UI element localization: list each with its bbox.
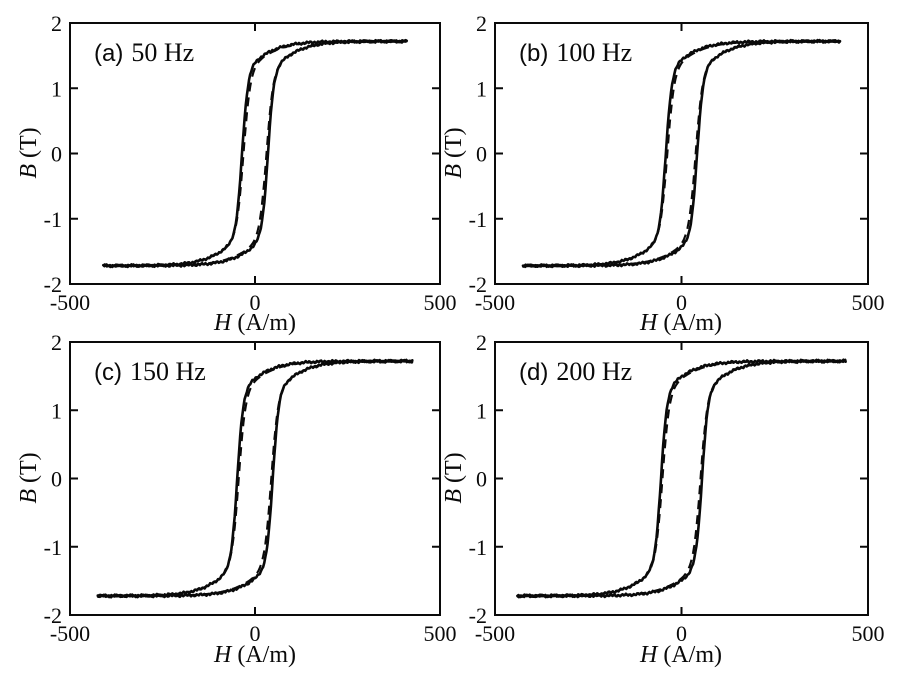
y-tick-label: 1 bbox=[51, 398, 62, 423]
y-tick-label: 1 bbox=[476, 76, 487, 101]
x-tick-label: 0 bbox=[250, 290, 261, 315]
panel-annotation: (b) 100 Hz bbox=[519, 38, 632, 67]
x-tick-label: 0 bbox=[676, 621, 687, 646]
x-axis-label: H (A/m) bbox=[639, 642, 722, 668]
panel-d-labels: (d) 200 Hz H (A/m) B(T) bbox=[441, 357, 722, 668]
x-tick-label: 500 bbox=[852, 621, 885, 646]
y-tick-label: -2 bbox=[469, 272, 487, 297]
panel-annotation: (a) 50 Hz bbox=[94, 38, 194, 67]
y-tick-label: 2 bbox=[476, 330, 487, 355]
x-tick-label: 0 bbox=[676, 290, 687, 315]
y-axis-label: B(T) bbox=[16, 452, 42, 503]
y-tick-label: -1 bbox=[44, 535, 62, 560]
x-tick-label: 500 bbox=[424, 621, 457, 646]
y-tick-label: 0 bbox=[476, 467, 487, 492]
loop-dashed-curve bbox=[516, 360, 847, 597]
x-tick-label: 0 bbox=[250, 621, 261, 646]
y-tick-label: -2 bbox=[44, 272, 62, 297]
y-axis-label: B(T) bbox=[441, 127, 467, 178]
y-tick-label: 2 bbox=[476, 11, 487, 36]
loop-dashed-curve bbox=[102, 40, 408, 267]
x-axis-label: H (A/m) bbox=[213, 642, 296, 668]
panel-d: -500 0 500 2 1 0 -1 -2 bbox=[469, 330, 885, 646]
plot-box bbox=[494, 341, 869, 616]
panel-b: -500 0 500 2 1 0 -1 -2 bbox=[469, 11, 885, 315]
y-tick-label: 0 bbox=[51, 467, 62, 492]
x-tick-label: -500 bbox=[475, 290, 515, 315]
x-tick-label: 500 bbox=[424, 290, 457, 315]
x-axis-label: H (A/m) bbox=[639, 310, 722, 336]
y-tick-label: -1 bbox=[44, 207, 62, 232]
y-tick-label: 1 bbox=[51, 76, 62, 101]
loop-dashed-curve bbox=[96, 360, 414, 597]
y-tick-label: 1 bbox=[476, 398, 487, 423]
x-tick-label: 500 bbox=[852, 290, 885, 315]
plot-box bbox=[69, 341, 441, 616]
loop-solid-curve bbox=[516, 358, 847, 599]
panel-annotation: (c) 150 Hz bbox=[94, 357, 206, 386]
y-tick-label: 2 bbox=[51, 11, 62, 36]
y-tick-label: -2 bbox=[469, 603, 487, 628]
loop-solid-curve bbox=[521, 38, 842, 269]
loop-dashed-curve bbox=[521, 40, 842, 267]
y-tick-label: 2 bbox=[51, 330, 62, 355]
y-axis-label: B(T) bbox=[16, 127, 42, 178]
x-tick-label: -500 bbox=[50, 290, 90, 315]
x-tick-label: -500 bbox=[50, 621, 90, 646]
y-tick-label: -1 bbox=[469, 207, 487, 232]
y-axis-label: B(T) bbox=[441, 452, 467, 503]
panel-c-labels: (c) 150 Hz H (A/m) B(T) bbox=[16, 357, 296, 668]
y-tick-label: -1 bbox=[469, 535, 487, 560]
panel-a: -500 0 500 2 1 0 -1 -2 bbox=[44, 11, 457, 315]
panel-a-labels: (a) 50 Hz H (A/m) B(T) bbox=[16, 38, 296, 336]
x-axis-label: H (A/m) bbox=[213, 310, 296, 336]
loop-solid-curve bbox=[102, 38, 408, 269]
panel-annotation: (d) 200 Hz bbox=[519, 357, 632, 386]
y-tick-label: 0 bbox=[476, 142, 487, 167]
loop-solid-curve bbox=[96, 358, 414, 599]
panel-c: -500 0 500 2 1 0 -1 -2 bbox=[44, 330, 457, 646]
y-tick-label: 0 bbox=[51, 142, 62, 167]
y-tick-label: -2 bbox=[44, 603, 62, 628]
panel-b-labels: (b) 100 Hz H (A/m) B(T) bbox=[441, 38, 722, 336]
x-tick-label: -500 bbox=[475, 621, 515, 646]
